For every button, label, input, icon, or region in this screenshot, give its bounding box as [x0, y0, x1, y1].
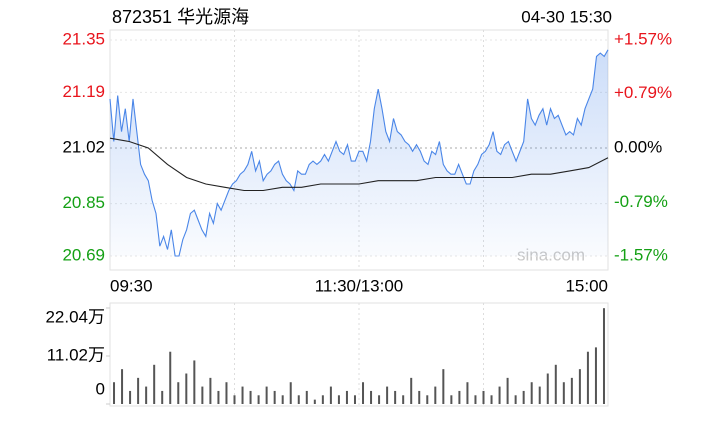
volume-bar	[450, 395, 453, 404]
volume-bar	[313, 399, 316, 404]
y-tick-label: 20.69	[62, 245, 105, 264]
y2-tick-label: -1.57%	[614, 245, 668, 264]
volume-bar	[402, 395, 405, 404]
price-line	[109, 49, 609, 257]
price-area	[110, 49, 608, 256]
volume-bar	[209, 377, 212, 404]
y2-tick-label: 0.00%	[614, 137, 662, 156]
volume-bar	[145, 386, 148, 404]
volume-bar	[161, 390, 164, 404]
y-tick-label: 20.85	[62, 193, 105, 212]
volume-bar	[217, 390, 220, 404]
volume-bar	[418, 390, 421, 404]
y2-tick-label: +0.79%	[614, 83, 672, 102]
volume-bar	[353, 395, 356, 404]
y-tick-label: 21.35	[62, 29, 105, 48]
volume-bar	[129, 390, 132, 404]
average-line	[109, 137, 609, 192]
volume-bar	[378, 395, 381, 404]
volume-bar	[426, 395, 429, 404]
timestamp: 04-30 15:30	[521, 7, 612, 26]
volume-bar	[201, 386, 204, 404]
volume-bar	[394, 390, 397, 404]
volume-bar	[466, 382, 469, 404]
volume-bar	[137, 377, 140, 404]
x-tick-label: 11:30/13:00	[315, 276, 404, 295]
volume-bar	[570, 377, 573, 404]
volume-bar	[490, 395, 493, 404]
volume-tick-label: 0	[96, 379, 105, 398]
volume-bar	[153, 364, 156, 404]
volume-bar	[442, 369, 445, 404]
volume-bar	[482, 390, 485, 404]
volume-bar	[329, 386, 332, 404]
volume-bar	[281, 395, 284, 404]
volume-bar	[546, 373, 549, 404]
volume-bar	[345, 390, 348, 404]
volume-bar	[249, 390, 252, 404]
volume-bar	[586, 351, 589, 404]
volume-bar	[289, 382, 292, 404]
volume-bar	[530, 382, 533, 404]
volume-bar	[554, 364, 557, 404]
x-tick-label: 15:00	[565, 276, 608, 295]
volume-bar	[434, 386, 437, 404]
volume-bar	[297, 395, 300, 404]
volume-bar	[169, 351, 172, 404]
volume-bar	[177, 382, 180, 404]
y2-tick-label: -0.79%	[614, 192, 668, 211]
volume-bar	[562, 382, 565, 404]
volume-bar	[498, 386, 501, 404]
y-tick-label: 21.19	[62, 82, 105, 101]
volume-bar	[514, 395, 517, 404]
volume-bar	[305, 390, 308, 404]
volume-bar	[337, 395, 340, 404]
volume-bar	[241, 386, 244, 404]
volume-bar	[257, 395, 260, 404]
volume-bar	[225, 382, 228, 404]
volume-tick-label: 11.02万	[47, 345, 105, 364]
y-tick-label: 21.02	[62, 137, 105, 156]
stock-title: 872351 华光源海	[112, 7, 249, 27]
volume-bar	[113, 382, 116, 404]
volume-bar	[321, 395, 324, 404]
volume-tick-label: 22.04万	[45, 307, 105, 326]
volume-bar	[578, 369, 581, 404]
volume-bar	[474, 395, 477, 404]
volume-bar	[522, 390, 525, 404]
volume-bar	[185, 373, 188, 404]
x-tick-label: 09:30	[110, 276, 153, 295]
volume-bar	[594, 347, 597, 404]
volume-bar	[458, 390, 461, 404]
volume-bar	[273, 390, 276, 404]
volume-bar	[538, 386, 541, 404]
volume-bar	[193, 360, 196, 404]
volume-bar	[362, 382, 365, 404]
volume-bar	[386, 386, 389, 404]
volume-bar	[370, 390, 373, 404]
volume-bar	[121, 369, 124, 404]
volume-bar	[233, 395, 236, 404]
volume-bar	[506, 377, 509, 404]
volume-bar	[410, 377, 413, 404]
y2-tick-label: +1.57%	[614, 29, 672, 48]
volume-bar	[265, 386, 268, 404]
volume-bar	[602, 308, 605, 404]
